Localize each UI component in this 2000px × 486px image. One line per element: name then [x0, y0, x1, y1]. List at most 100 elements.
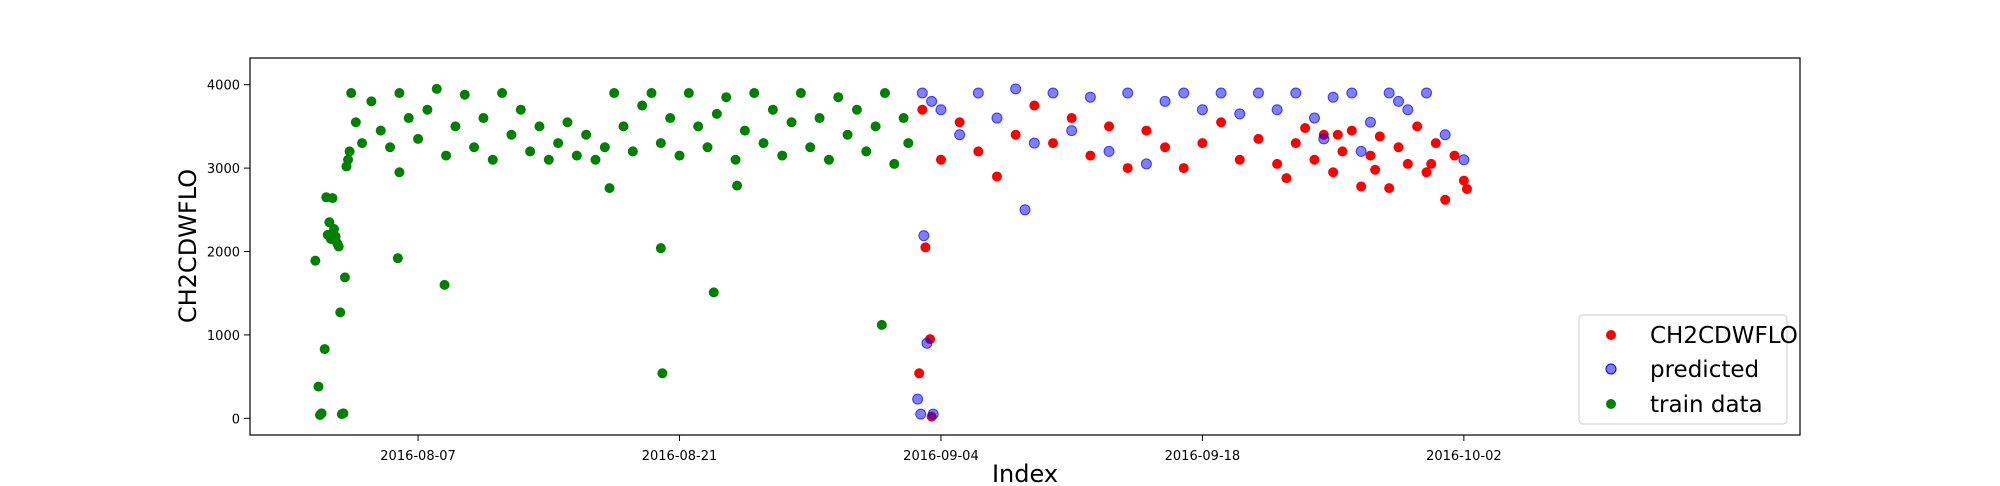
ch2cdwflo-point — [1160, 142, 1171, 153]
train-data-point — [497, 88, 508, 99]
train-data-point — [543, 154, 554, 165]
ch2cdwflo-point — [917, 104, 928, 115]
predicted-point — [1346, 87, 1358, 99]
train-data-point — [450, 121, 461, 132]
predicted-point — [1402, 104, 1414, 116]
ch2cdwflo-point — [1328, 167, 1339, 178]
train-data-point — [431, 83, 442, 94]
train-data-point — [758, 138, 769, 149]
train-data-point — [842, 129, 853, 140]
x-tick-label: 2016-10-02 — [1426, 449, 1502, 464]
train-data-point — [730, 154, 741, 165]
train-data-point — [618, 121, 629, 132]
train-data-point — [889, 158, 900, 169]
ch2cdwflo-point — [1384, 183, 1395, 194]
ch2cdwflo-point — [1426, 158, 1437, 169]
train-data-point — [350, 117, 361, 128]
train-data-point — [599, 142, 610, 153]
ch2cdwflo-point — [1029, 100, 1040, 111]
ch2cdwflo-point — [920, 242, 931, 253]
train-data-point — [702, 142, 713, 153]
data-points — [310, 83, 1472, 422]
train-data-point — [335, 307, 346, 318]
predicted-point — [1308, 112, 1320, 124]
train-data-point — [310, 255, 321, 266]
predicted-point — [1392, 95, 1404, 107]
train-data-point — [394, 167, 405, 178]
legend-label-train-data: train data — [1650, 392, 1763, 418]
ch2cdwflo-point — [1141, 125, 1152, 136]
legend-frame — [1578, 314, 1788, 425]
train-data-point — [439, 279, 450, 290]
train-data-point — [732, 180, 743, 191]
train-data-point — [478, 113, 489, 124]
ch2cdwflo-point — [1365, 150, 1376, 161]
ch2cdwflo-point — [1309, 154, 1320, 165]
predicted-point — [972, 87, 984, 99]
ch2cdwflo-point — [1281, 173, 1292, 184]
train-data-point — [876, 319, 887, 330]
train-data-point — [403, 113, 414, 124]
train-data-point — [833, 92, 844, 103]
ch2cdwflo-point — [1197, 138, 1208, 149]
y-tick-label: 4000 — [207, 79, 240, 94]
ch2cdwflo-point — [1393, 142, 1404, 153]
predicted-point — [927, 408, 939, 420]
legend: CH2CDWFLO predicted train data — [1578, 314, 1798, 425]
train-data-point — [657, 368, 668, 379]
predicted-point — [1122, 87, 1134, 99]
predicted-point — [1084, 91, 1096, 103]
ch2cdwflo-point — [954, 117, 965, 128]
ch2cdwflo-point — [1356, 181, 1367, 192]
y-tick-label: 2000 — [207, 246, 240, 261]
train-data-point — [344, 146, 355, 157]
train-data-point — [609, 88, 620, 99]
ch2cdwflo-point — [1178, 163, 1189, 174]
train-data-point — [333, 241, 344, 252]
predicted-point — [1047, 87, 1059, 99]
train-data-point — [459, 89, 470, 100]
train-data-point — [534, 121, 545, 132]
ch2cdwflo-point — [1374, 131, 1385, 142]
ch2cdwflo-point — [1085, 150, 1096, 161]
legend-label-predicted: predicted — [1650, 357, 1759, 383]
y-tick-label: 1000 — [207, 329, 240, 344]
predicted-point — [1103, 145, 1115, 157]
predicted-point — [1196, 104, 1208, 116]
y-axis-label: CH2CDWFLO — [174, 169, 202, 323]
ch2cdwflo-point — [1461, 183, 1472, 194]
train-data-point — [805, 142, 816, 153]
train-data-point — [346, 88, 357, 99]
ch2cdwflo-point — [914, 368, 925, 379]
ch2cdwflo-point — [1216, 117, 1227, 128]
train-data-point — [515, 104, 526, 115]
train-data-point — [394, 88, 405, 99]
ch2cdwflo-point — [1430, 138, 1441, 149]
predicted-point — [912, 393, 924, 405]
train-data-point — [487, 154, 498, 165]
train-data-point — [553, 138, 564, 149]
train-data-point — [870, 121, 881, 132]
predicted-point — [1290, 87, 1302, 99]
train-data-point — [581, 129, 592, 140]
ch2cdwflo-point — [1066, 113, 1077, 124]
ch2cdwflo-point — [1370, 164, 1381, 175]
train-data-point — [674, 150, 685, 161]
x-axis: 2016-08-07 2016-08-21 2016-09-04 2016-09-18… — [380, 435, 1502, 464]
predicted-point — [915, 408, 927, 420]
x-axis-label: Index — [992, 460, 1058, 486]
ch2cdwflo-point — [1048, 138, 1059, 149]
ch2cdwflo-point — [1010, 129, 1021, 140]
ch2cdwflo-point — [1449, 150, 1460, 161]
train-data-point — [795, 88, 806, 99]
predicted-point — [1066, 125, 1078, 137]
train-data-point — [413, 133, 424, 144]
predicted-point — [1421, 87, 1433, 99]
ch2cdwflo-point — [1337, 146, 1348, 157]
predicted-point — [935, 104, 947, 116]
train-data-point — [708, 287, 719, 298]
train-data-point — [693, 121, 704, 132]
predicted-point — [991, 112, 1003, 124]
train-data-point — [861, 146, 872, 157]
